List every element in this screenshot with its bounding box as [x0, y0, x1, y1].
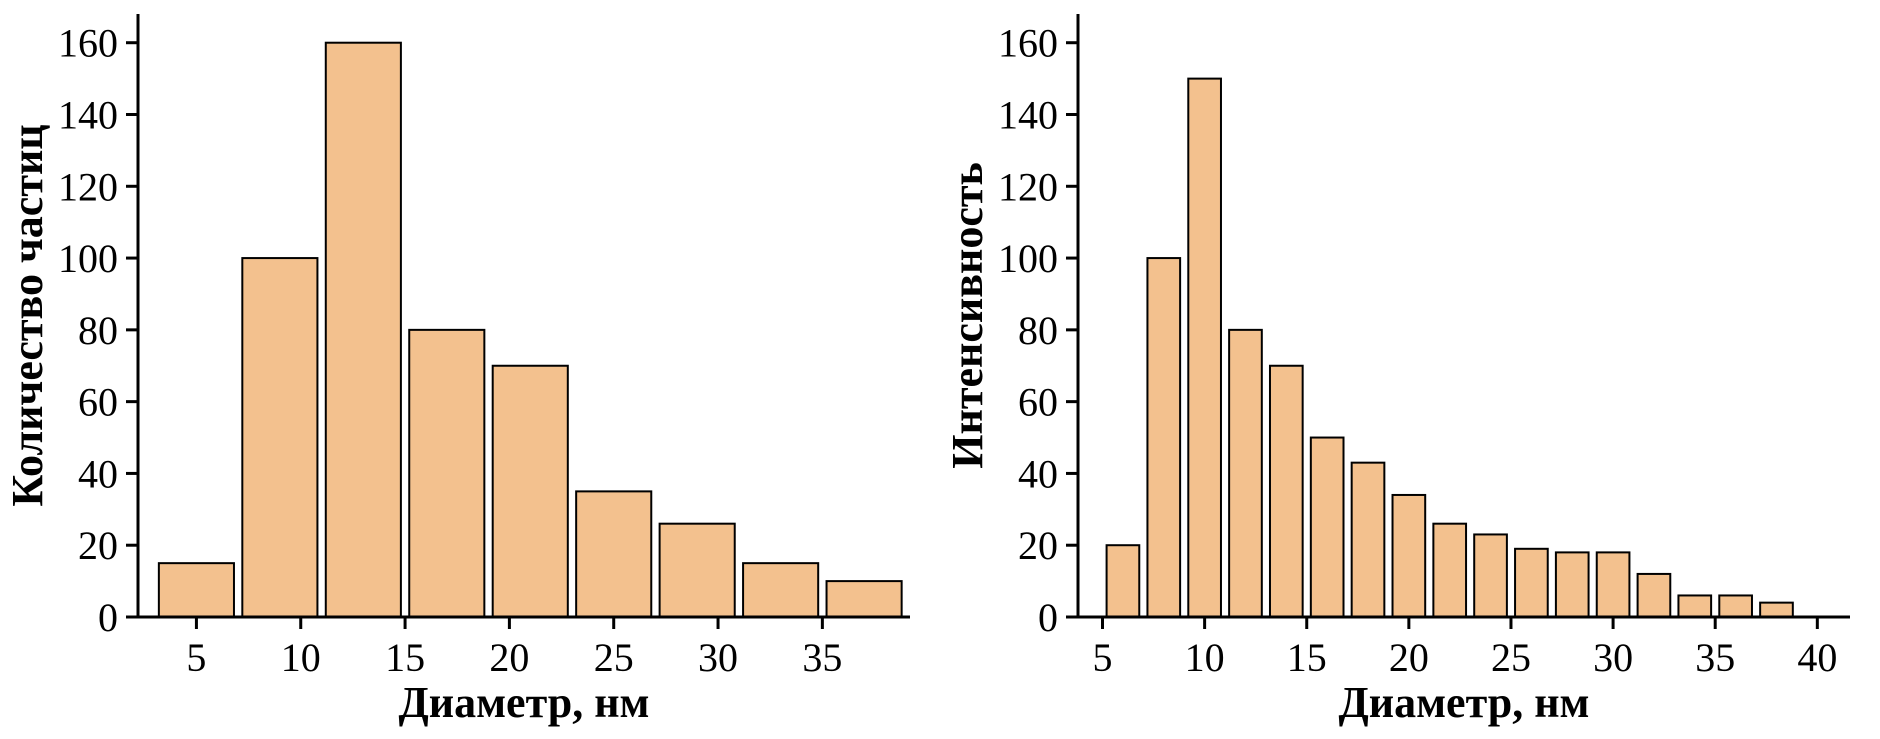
particle-count-histogram: 0 20 40 60 80 100 120 140 160 5 10 15 20 25 30 35 Диамет… [3, 14, 910, 727]
histogram-bar [157, 562, 235, 618]
y-tick-label: 20 [1018, 523, 1058, 568]
x-tick-label: 15 [1287, 635, 1327, 680]
x-tick-label: 30 [1593, 635, 1633, 680]
histogram-bar [324, 41, 402, 618]
histogram-bar [1759, 601, 1794, 619]
x-tick-label: 35 [1695, 635, 1735, 680]
histogram-bar [1554, 551, 1590, 619]
y-tick-label: 160 [58, 21, 118, 66]
x-axis-label: Диаметр, нм [398, 678, 649, 727]
y-tick-label: 0 [98, 595, 118, 640]
y-tick-label: 40 [78, 451, 118, 496]
particle-count-histogram-svg: 0 20 40 60 80 100 120 140 160 5 10 15 20 25 30 35 Диамет… [3, 14, 910, 727]
histogram-bar [1268, 364, 1304, 618]
y-tick-label: 80 [1018, 308, 1058, 353]
intensity-histogram: 0 20 40 60 80 100 120 140 160 5 10 15 20 25 30 35 40 Диам… [940, 0, 1880, 739]
y-tick-label: 120 [58, 164, 118, 209]
histogram-bar [658, 522, 736, 618]
histogram-bar [1595, 551, 1631, 619]
x-tick-label: 10 [1185, 635, 1225, 680]
x-axis-label: Диаметр, нм [1338, 678, 1589, 727]
intensity-histogram-svg: 0 20 40 60 80 100 120 140 160 5 10 15 20 25 30 35 40 Диам… [943, 14, 1850, 727]
y-tick-label: 140 [998, 93, 1058, 138]
histogram-bar [1228, 328, 1263, 618]
histogram-bar [1146, 257, 1182, 618]
y-tick-label: 20 [78, 523, 118, 568]
y-tick-label: 140 [58, 93, 118, 138]
y-tick-label: 40 [1018, 451, 1058, 496]
histogram-bar [1350, 461, 1386, 618]
histogram-bar [1718, 594, 1753, 619]
histogram-bar [1514, 547, 1549, 618]
y-tick-label: 100 [998, 236, 1058, 281]
histogram-bar [1391, 493, 1427, 618]
x-tick-label: 20 [489, 635, 529, 680]
x-tick-label: 5 [1093, 635, 1113, 680]
y-tick-label: 60 [1018, 380, 1058, 425]
y-tick-label: 80 [78, 308, 118, 353]
x-tick-label: 40 [1797, 635, 1837, 680]
x-tick-label: 10 [281, 635, 321, 680]
histogram-bar [825, 580, 903, 618]
x-tick-label: 35 [802, 635, 842, 680]
y-tick-label: 0 [1038, 595, 1058, 640]
histogram-bar [1636, 572, 1672, 618]
x-tick-label: 30 [698, 635, 738, 680]
x-tick-label: 15 [385, 635, 425, 680]
y-tick-label: 160 [998, 21, 1058, 66]
x-tick-label: 20 [1389, 635, 1429, 680]
y-tick-label: 100 [58, 236, 118, 281]
histogram-bar [491, 364, 569, 618]
histogram-bar [1473, 533, 1508, 619]
y-tick-label: 120 [998, 164, 1058, 209]
x-tick-label: 25 [1491, 635, 1531, 680]
histogram-bar [241, 257, 319, 618]
y-tick-label: 60 [78, 380, 118, 425]
histogram-bar [1432, 522, 1468, 618]
histogram-bar [1187, 77, 1222, 619]
x-tick-label: 5 [186, 635, 206, 680]
histogram-bar [408, 328, 486, 618]
histogram-bar [1677, 594, 1713, 619]
x-tick-label: 25 [594, 635, 634, 680]
histogram-bar [1105, 544, 1141, 619]
histogram-bar [742, 562, 820, 618]
histogram-bar [1309, 436, 1345, 619]
histogram-bar [575, 490, 653, 619]
y-axis-label: Количество частиц [3, 124, 52, 506]
y-axis-label: Интенсивность [943, 162, 992, 468]
